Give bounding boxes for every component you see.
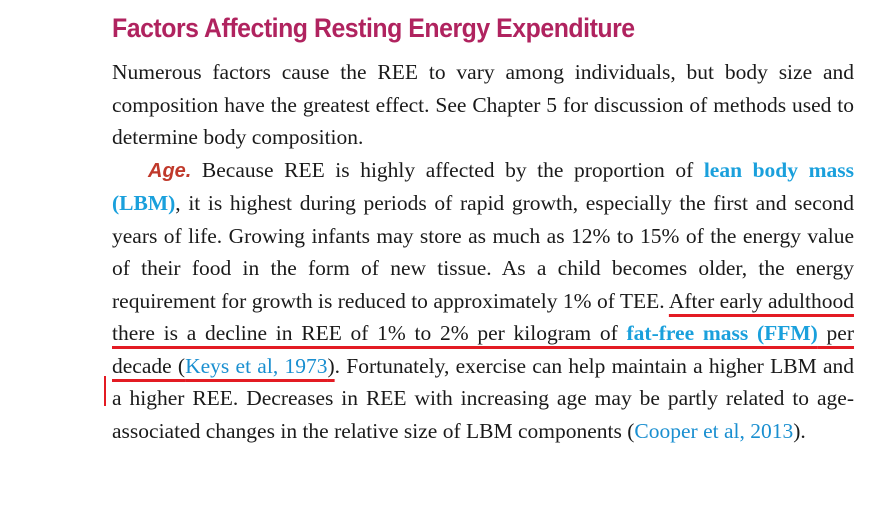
text-span: . Fortunately, exercise can help maintai…: [112, 353, 854, 443]
paragraph-intro: Numerous factors cause the REE to vary a…: [112, 60, 854, 149]
textbook-section: Factors Affecting Resting Energy Expendi…: [112, 6, 854, 447]
glossary-term-ffm[interactable]: fat-free mass (FFM): [626, 321, 818, 345]
section-heading: Factors Affecting Resting Energy Expendi…: [112, 13, 635, 43]
glossary-term-lbm[interactable]: lean body mass (LBM): [112, 157, 854, 216]
citation-keys-1973[interactable]: Keys et al, 1973: [185, 353, 328, 378]
highlight-span: After early adulthood there is a decline…: [112, 288, 854, 346]
text-span: Because REE is highly affected by the pr…: [191, 157, 704, 182]
runin-heading-age: Age.: [148, 159, 192, 182]
text-span: , it is highest during periods of rapid …: [112, 191, 854, 313]
highlight-bracket: [104, 376, 106, 406]
paragraph-age: Age. Because REE is highly affected by t…: [112, 154, 854, 448]
text-span: ).: [793, 418, 806, 443]
citation-cooper-2013[interactable]: Cooper et al, 2013: [634, 418, 794, 443]
highlight-span: ): [327, 353, 335, 378]
highlight-span: per decade (: [112, 321, 855, 378]
